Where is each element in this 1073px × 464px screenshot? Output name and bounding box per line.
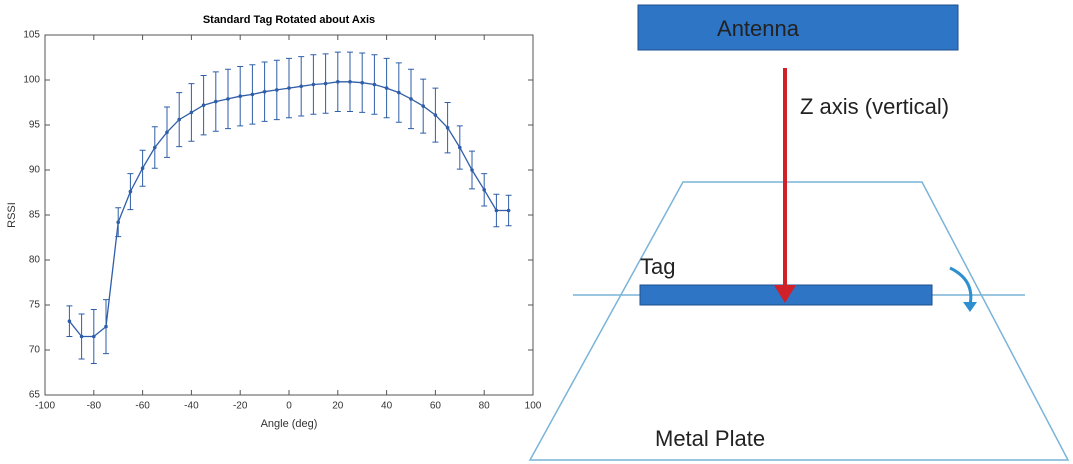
data-point: [299, 85, 303, 89]
data-point: [92, 335, 96, 339]
data-point: [116, 220, 120, 224]
data-point: [251, 93, 255, 97]
data-point: [141, 166, 145, 170]
data-point: [104, 325, 108, 329]
data-point: [165, 130, 169, 134]
y-tick-label: 65: [29, 390, 41, 401]
data-point: [214, 100, 218, 104]
y-tick-label: 105: [23, 30, 40, 41]
data-point: [434, 113, 438, 117]
y-tick-label: 80: [29, 255, 41, 266]
data-point: [238, 94, 242, 98]
y-tick-label: 75: [29, 300, 41, 311]
x-tick-label: -80: [87, 401, 102, 412]
page: Standard Tag Rotated about Axis Angle (d…: [0, 0, 1073, 464]
data-point: [190, 111, 194, 115]
data-point: [421, 104, 425, 108]
data-point: [336, 80, 340, 84]
plot: 65 70 75 80 85 90 95 100 105 -100 -80 -60 -40 -20 0 20 4…: [23, 30, 541, 412]
x-axis-label: Angle (deg): [261, 418, 318, 430]
chart-title: Standard Tag Rotated about Axis: [203, 14, 375, 26]
rotation-arrow: [950, 268, 971, 305]
x-tick-label: -100: [35, 401, 55, 412]
x-tick-label: 60: [430, 401, 442, 412]
data-point: [68, 319, 72, 323]
data-point: [177, 118, 181, 122]
data-point: [263, 90, 267, 94]
data-point: [202, 103, 206, 107]
x-tick-label: -40: [184, 401, 199, 412]
y-tick-label: 90: [29, 165, 41, 176]
x-tick-label: 100: [525, 401, 542, 412]
rotation-arrow-head: [963, 302, 977, 312]
x-tick-label: -20: [233, 401, 248, 412]
data-point: [348, 80, 352, 84]
y-tick-label: 70: [29, 345, 41, 356]
data-point: [458, 146, 462, 150]
x-tick-label: 80: [479, 401, 491, 412]
x-tick-label: 40: [381, 401, 393, 412]
plate-label: Metal Plate: [655, 426, 765, 451]
y-axis-label: RSSI: [6, 202, 18, 228]
data-point: [385, 86, 389, 90]
y-tick-label: 85: [29, 210, 41, 221]
data-point: [397, 91, 401, 95]
data-point: [373, 83, 377, 87]
y-tick-label: 95: [29, 120, 41, 131]
data-point: [470, 168, 474, 172]
data-point: [129, 190, 133, 194]
y-tick-label: 100: [23, 75, 40, 86]
data-point: [80, 335, 84, 339]
data-point: [507, 209, 511, 213]
data-point: [287, 86, 291, 90]
data-point: [409, 97, 413, 101]
z-axis-label: Z axis (vertical): [800, 94, 949, 119]
data-point: [153, 146, 157, 150]
data-point: [312, 83, 316, 87]
data-point: [446, 126, 450, 130]
data-point: [226, 97, 230, 101]
data-point: [360, 81, 364, 85]
tag-label: Tag: [640, 254, 675, 279]
data-point: [275, 88, 279, 92]
metal-plate: [530, 182, 1068, 460]
series-line: [69, 82, 508, 337]
x-tick-label: 0: [286, 401, 292, 412]
x-tick-label: 20: [332, 401, 344, 412]
data-point: [495, 209, 499, 213]
data-point: [482, 188, 486, 192]
x-tick-label: -60: [135, 401, 150, 412]
data-point: [324, 82, 328, 86]
antenna-label: Antenna: [717, 16, 800, 41]
